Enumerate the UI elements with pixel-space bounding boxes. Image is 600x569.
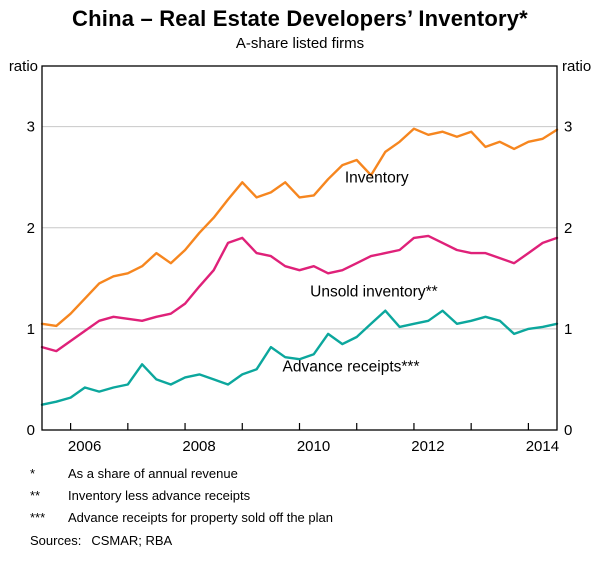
footnote-3: *** Advance receipts for property sold o…	[30, 509, 580, 526]
chart-title: China – Real Estate Developers’ Inventor…	[72, 6, 528, 31]
x-tick-label-2012: 2012	[411, 438, 444, 455]
footnote-3-marker: ***	[30, 509, 46, 525]
y-axis-unit-left: ratio	[9, 58, 38, 75]
series-line-unsold-inventory-	[40, 234, 559, 353]
footnote-2-text: Inventory less advance receipts	[68, 487, 251, 503]
y-tick-right-0: 0	[564, 422, 572, 439]
footnote-2-marker: **	[30, 487, 41, 503]
chart-subtitle: A-share listed firms	[235, 35, 365, 52]
series-line-inventory	[40, 127, 559, 328]
y-tick-left-1: 1	[27, 321, 35, 338]
footnote-2: ** Inventory less advance receipts	[30, 487, 580, 504]
x-tick-label-2008: 2008	[182, 438, 215, 455]
y-tick-right-2: 2	[564, 220, 572, 237]
y-tick-left-0: 0	[27, 422, 35, 439]
y-tick-right-1: 1	[564, 321, 572, 338]
x-tick-label-2006: 2006	[68, 438, 101, 455]
footnote-3-text: Advance receipts for property sold off t…	[68, 509, 333, 525]
x-tick-label-2014: 2014	[526, 438, 559, 455]
y-tick-left-2: 2	[27, 220, 35, 237]
series-label-inventory: Inventory	[345, 169, 409, 186]
sources-line: Sources: CSMAR; RBA	[30, 533, 580, 548]
y-tick-left-3: 3	[27, 119, 35, 136]
sources-label: Sources:	[30, 532, 82, 548]
sources-text: CSMAR; RBA	[91, 532, 173, 548]
series-line-advance-receipts-	[40, 309, 559, 406]
chart-svg: ratio ratio 0 0 1 1 2 2 3 3 2006 2008 2010 2012 2014 In…	[9, 58, 591, 455]
y-tick-right-3: 3	[564, 119, 572, 136]
series-label-advance-receipts-: Advance receipts***	[283, 358, 420, 375]
footnote-1-text: As a share of annual revenue	[68, 466, 238, 481]
series-label-unsold-inventory-: Unsold inventory**	[310, 284, 438, 301]
footnotes: * As a share of annual revenue ** Invent…	[0, 466, 600, 548]
footnote-1-marker: *	[30, 466, 36, 481]
plot-frame	[41, 65, 558, 431]
x-tick-label-2010: 2010	[297, 438, 330, 455]
footnote-1: * As a share of annual revenue	[30, 466, 580, 482]
y-axis-unit-right: ratio	[562, 58, 591, 75]
